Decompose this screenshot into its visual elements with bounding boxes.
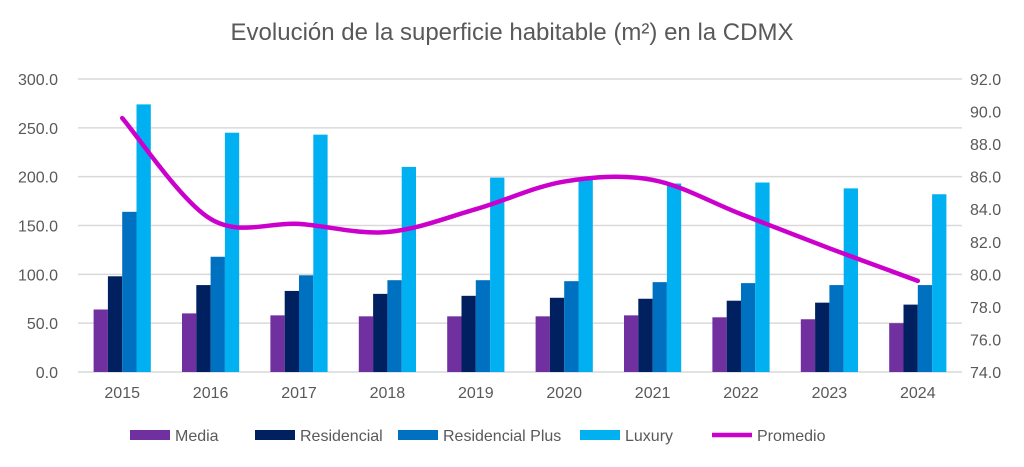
bar-residencial: [461, 295, 476, 372]
right-axis-ticks: 74.0 76.0 78.0 80.0 82.0 84.0 86.0 88.0 90.0 92.0: [970, 72, 1001, 382]
bar-luxury: [136, 104, 151, 372]
legend: Media Residencial Residencial Plus Luxury Pr…: [130, 428, 826, 445]
y2-tick-label: 78.0: [970, 300, 1001, 317]
legend-swatch: [580, 430, 620, 440]
bar-media: [800, 319, 816, 372]
legend-swatch: [255, 430, 295, 440]
y2-tick-label: 74.0: [970, 365, 1001, 382]
chart-title: Evolución de la superficie habitable (m²…: [231, 19, 794, 46]
bar-luxury: [313, 134, 328, 372]
y2-tick-label: 88.0: [970, 137, 1001, 154]
x-tick-label: 2024: [900, 385, 936, 402]
y2-tick-label: 82.0: [970, 235, 1001, 252]
x-tick-label: 2017: [281, 385, 317, 402]
bar-residencial: [549, 297, 565, 372]
x-axis-ticks: 2015 2016 2017 2018 2019 2020 2021 2022 2023 2024: [104, 385, 935, 402]
bar-residencial-plus: [741, 283, 756, 372]
bars: [93, 104, 947, 372]
x-tick-label: 2020: [546, 385, 582, 402]
legend-swatch: [398, 430, 438, 440]
y2-tick-label: 84.0: [970, 202, 1001, 219]
bar-residencial: [196, 285, 211, 372]
x-tick-label: 2023: [812, 385, 848, 402]
bar-luxury: [843, 188, 858, 372]
legend-label: Residencial: [300, 428, 383, 445]
bar-residencial-plus: [475, 280, 491, 372]
x-tick-label: 2021: [635, 385, 671, 402]
legend-swatch: [130, 430, 170, 440]
x-tick-label: 2019: [458, 385, 494, 402]
x-tick-label: 2016: [193, 385, 229, 402]
legend-label: Luxury: [625, 428, 673, 445]
bar-residencial-plus: [652, 282, 667, 372]
bar-residencial: [638, 298, 653, 372]
bar-luxury: [578, 177, 593, 372]
bar-luxury: [401, 166, 416, 372]
legend-label: Media: [175, 428, 219, 445]
y-tick-label: 300.0: [18, 72, 58, 89]
promedio-line-group: [119, 115, 921, 284]
bar-residencial-plus: [829, 285, 844, 372]
bar-residencial: [726, 300, 741, 372]
bar-residencial-plus: [917, 285, 933, 372]
bar-residencial-plus: [387, 280, 402, 372]
bar-luxury: [755, 182, 770, 372]
y2-tick-label: 80.0: [970, 267, 1001, 284]
promedio-line: [119, 115, 921, 284]
bar-media: [447, 316, 462, 372]
bar-residencial: [373, 293, 388, 372]
bar-luxury: [666, 183, 682, 372]
legend-label: Promedio: [757, 428, 826, 445]
y-tick-label: 200.0: [18, 170, 58, 187]
bar-residencial: [107, 276, 123, 372]
y-tick-label: 100.0: [18, 267, 58, 284]
bar-residencial-plus: [210, 256, 225, 372]
bar-media: [182, 313, 197, 372]
bar-luxury: [224, 132, 240, 372]
bar-media: [270, 315, 285, 372]
bar-residencial-plus: [299, 275, 314, 372]
bar-media: [889, 323, 904, 372]
bar-residencial-plus: [564, 281, 579, 372]
y-tick-label: 250.0: [18, 121, 58, 138]
x-tick-label: 2022: [723, 385, 759, 402]
left-axis-ticks: 0.0 50.0 100.0 150.0 200.0 250.0 300.0: [18, 72, 58, 382]
bar-media: [93, 309, 108, 372]
bar-media: [535, 316, 550, 372]
x-tick-label: 2018: [370, 385, 406, 402]
bar-residencial-plus: [122, 211, 137, 372]
y2-tick-label: 92.0: [970, 72, 1001, 89]
y-tick-label: 0.0: [36, 365, 58, 382]
bar-media: [712, 317, 727, 372]
y2-tick-label: 76.0: [970, 332, 1001, 349]
bar-media: [358, 316, 374, 372]
y-tick-label: 150.0: [18, 219, 58, 236]
bar-media: [624, 315, 639, 372]
bar-luxury: [490, 177, 505, 372]
bar-luxury: [932, 194, 947, 372]
bar-residencial: [903, 304, 918, 372]
y2-tick-label: 90.0: [970, 105, 1001, 122]
y2-tick-label: 86.0: [970, 170, 1001, 187]
x-tick-label: 2015: [104, 385, 140, 402]
y-tick-label: 50.0: [27, 316, 58, 333]
bar-residencial: [284, 290, 299, 372]
bar-residencial: [815, 302, 830, 372]
legend-label: Residencial Plus: [443, 428, 561, 445]
